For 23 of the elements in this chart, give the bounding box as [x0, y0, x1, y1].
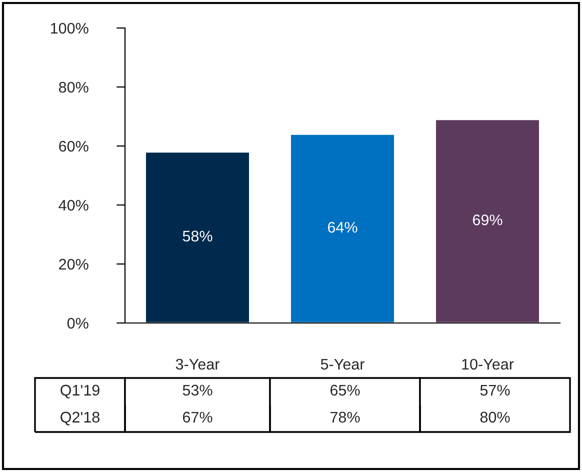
text: 57%	[480, 384, 510, 396]
text: 67%	[182, 412, 212, 423]
y-tick-label: 20%	[59, 258, 88, 270]
text: Q1'19	[60, 384, 100, 398]
y-tick-label: 40%	[58, 200, 88, 211]
y-tick-label: 60%	[59, 140, 88, 152]
data-label: 69%	[472, 214, 502, 226]
x-tick-label: 10-Year	[462, 358, 514, 370]
y-tick-label: 0%	[67, 318, 88, 329]
data-label: 64%	[328, 222, 358, 233]
bar	[144, 151, 250, 323]
text: 80%	[480, 412, 510, 423]
text: 53%	[182, 384, 212, 396]
text: 65%	[330, 384, 360, 396]
text: 78%	[330, 412, 360, 423]
data-label: 58%	[182, 230, 212, 242]
text: Q2'18	[60, 412, 100, 426]
x-tick-label: 3-Year	[176, 358, 220, 370]
x-tick-label: 5-Year	[320, 358, 364, 370]
y-tick-label: 80%	[58, 82, 88, 93]
y-tick-label: 100%	[50, 22, 88, 34]
bar	[434, 118, 540, 323]
bar	[290, 134, 396, 323]
